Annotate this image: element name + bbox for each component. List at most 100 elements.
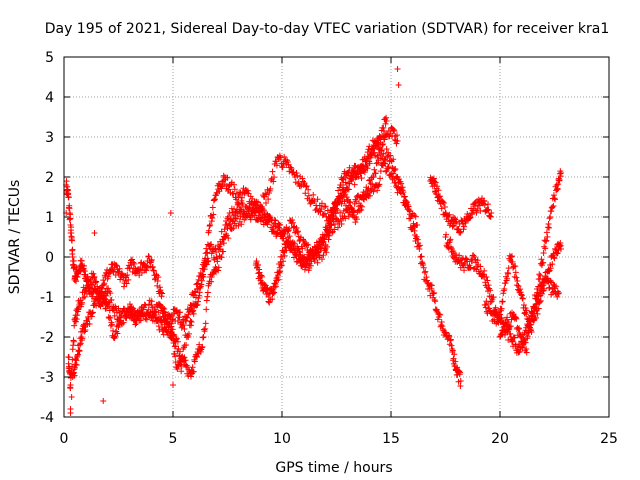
data-point — [183, 341, 190, 348]
data-point — [67, 410, 74, 416]
data-point — [301, 179, 308, 186]
data-point — [518, 292, 525, 299]
x-tick-label: 5 — [169, 431, 178, 447]
data-point — [296, 248, 303, 255]
data-point — [449, 223, 456, 230]
data-point — [108, 296, 115, 303]
data-point — [407, 215, 414, 222]
data-point — [554, 293, 561, 300]
data-point — [546, 268, 553, 275]
data-point — [509, 338, 516, 345]
x-tick-label: 15 — [382, 431, 400, 447]
x-axis-label: GPS time / hours — [275, 460, 392, 476]
data-point — [299, 175, 306, 182]
data-point — [72, 361, 79, 368]
data-point — [350, 166, 357, 172]
data-point — [350, 208, 357, 215]
data-point — [512, 269, 519, 276]
data-point — [460, 226, 467, 233]
data-point — [383, 146, 390, 152]
data-point — [265, 196, 272, 203]
data-points — [63, 66, 565, 416]
data-point — [189, 364, 196, 371]
data-point — [76, 347, 83, 354]
data-point — [117, 317, 124, 324]
data-point — [199, 334, 206, 341]
data-point — [148, 302, 155, 308]
data-point — [377, 139, 384, 146]
data-point — [448, 217, 455, 224]
data-point — [371, 166, 378, 173]
data-point — [532, 314, 539, 321]
data-point — [550, 202, 557, 209]
data-point — [149, 263, 156, 270]
data-point — [313, 251, 320, 258]
data-point — [461, 267, 468, 274]
data-point — [111, 312, 118, 319]
data-point — [457, 369, 464, 376]
data-point — [337, 209, 344, 216]
data-point — [214, 255, 221, 262]
y-tick-label: 2 — [45, 170, 54, 186]
data-point — [286, 233, 293, 240]
data-point — [481, 197, 488, 204]
data-point — [379, 133, 386, 140]
data-point — [81, 293, 88, 300]
data-point — [438, 322, 445, 329]
data-point — [513, 315, 520, 322]
data-point — [494, 318, 501, 325]
data-point — [91, 230, 98, 236]
data-point — [277, 154, 284, 161]
data-point — [195, 276, 202, 283]
data-point — [446, 211, 453, 218]
data-point — [381, 160, 388, 167]
data-point — [167, 210, 174, 216]
data-point — [69, 246, 76, 253]
x-tick-label: 10 — [273, 431, 291, 447]
data-point — [181, 326, 188, 333]
data-point — [159, 290, 166, 297]
data-point — [100, 281, 107, 288]
data-point — [107, 322, 114, 329]
data-point — [342, 215, 349, 222]
data-point — [421, 269, 428, 276]
data-point — [505, 337, 512, 344]
data-point — [555, 290, 562, 297]
data-point — [393, 132, 400, 139]
data-point — [289, 217, 296, 224]
y-tick-label: 5 — [45, 50, 54, 66]
data-point — [204, 293, 211, 300]
data-point — [438, 205, 445, 212]
data-point — [366, 143, 373, 150]
data-point — [435, 187, 442, 194]
data-point — [177, 309, 184, 316]
data-point — [162, 311, 169, 318]
data-point — [346, 164, 353, 171]
data-point — [151, 308, 158, 315]
x-tick-label: 0 — [60, 431, 69, 447]
data-point — [231, 212, 238, 219]
data-point — [269, 168, 276, 175]
data-point — [89, 289, 96, 296]
data-point — [504, 314, 511, 321]
data-point — [372, 170, 379, 177]
data-point — [411, 212, 418, 219]
data-point — [370, 188, 377, 195]
data-point — [198, 273, 205, 280]
data-point — [120, 283, 127, 290]
data-point — [131, 307, 138, 314]
data-point — [211, 245, 218, 252]
data-point — [457, 229, 464, 236]
data-point — [382, 160, 389, 167]
data-point — [401, 194, 408, 200]
data-point — [284, 228, 291, 235]
data-point — [111, 334, 118, 340]
data-point — [508, 253, 515, 260]
data-point — [185, 311, 192, 318]
data-point — [406, 207, 413, 214]
data-point — [174, 366, 181, 372]
data-point — [154, 282, 161, 289]
data-point — [129, 256, 136, 263]
data-point — [94, 296, 101, 303]
data-point — [190, 368, 197, 375]
